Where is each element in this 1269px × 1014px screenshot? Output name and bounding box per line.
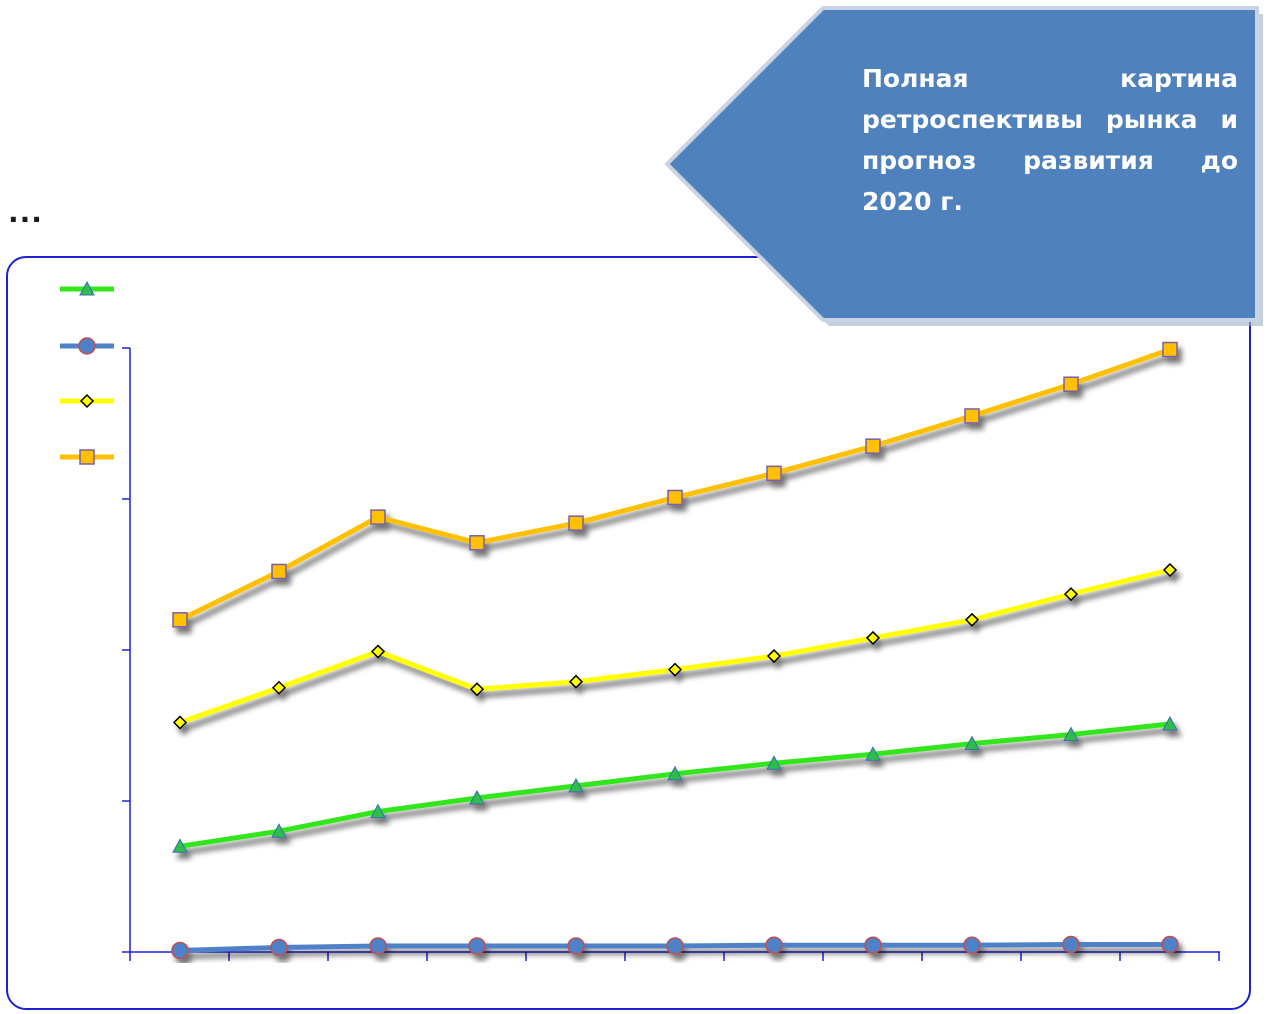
data-point xyxy=(469,535,485,551)
data-point xyxy=(370,644,386,659)
data-point xyxy=(964,612,980,627)
legend-marker xyxy=(79,449,95,465)
data-point xyxy=(468,937,486,955)
data-point xyxy=(1063,587,1079,602)
data-point xyxy=(172,715,188,730)
data-point xyxy=(172,838,188,853)
data-point xyxy=(1063,726,1079,742)
legend-item xyxy=(60,280,114,296)
data-point xyxy=(766,465,782,482)
legend-marker xyxy=(79,393,95,409)
legend-item xyxy=(60,449,114,465)
data-point xyxy=(568,777,584,793)
series-3 xyxy=(172,562,1178,730)
data-point xyxy=(1063,376,1079,392)
data-point xyxy=(1162,341,1178,358)
legend-marker xyxy=(79,280,95,296)
data-point xyxy=(964,735,980,751)
data-point xyxy=(567,937,585,955)
ellipsis-text: ... xyxy=(8,196,43,229)
data-point xyxy=(469,789,485,805)
series-line xyxy=(179,721,1171,849)
data-point xyxy=(865,746,881,761)
data-point xyxy=(865,630,881,645)
legend-item xyxy=(60,337,114,355)
data-point xyxy=(568,674,584,689)
data-point xyxy=(1162,562,1178,578)
data-point xyxy=(270,938,288,957)
data-point xyxy=(765,936,783,954)
data-point xyxy=(964,408,980,424)
data-point xyxy=(766,648,782,664)
data-point xyxy=(766,755,782,770)
series-line xyxy=(179,567,1171,725)
series-1 xyxy=(172,715,1178,853)
data-point xyxy=(1161,935,1179,954)
data-point xyxy=(172,612,188,628)
data-point xyxy=(271,563,287,580)
data-point xyxy=(171,941,189,960)
series-layer xyxy=(171,341,1179,960)
legend-item xyxy=(60,393,114,409)
legend-marker xyxy=(78,337,96,355)
data-point xyxy=(370,803,386,819)
chart-axes xyxy=(122,347,1220,961)
legend xyxy=(60,280,114,465)
data-point xyxy=(1162,715,1178,731)
series-line xyxy=(178,347,1171,623)
data-point xyxy=(667,765,683,781)
series-4 xyxy=(172,341,1178,628)
data-point xyxy=(667,662,683,677)
chart-frame xyxy=(6,256,1251,1010)
data-point xyxy=(271,823,287,838)
data-point xyxy=(864,936,882,954)
data-point xyxy=(369,937,387,955)
callout-text: Полная картина ретроспективы рынка и про… xyxy=(862,64,1238,216)
data-point xyxy=(370,509,386,525)
data-point xyxy=(666,937,684,955)
data-point xyxy=(469,682,485,697)
data-point xyxy=(1062,935,1080,954)
data-point xyxy=(963,936,981,954)
data-point xyxy=(667,489,683,506)
data-point xyxy=(568,515,584,531)
data-point xyxy=(271,680,287,695)
series-2 xyxy=(171,935,1179,960)
data-point xyxy=(865,438,881,454)
